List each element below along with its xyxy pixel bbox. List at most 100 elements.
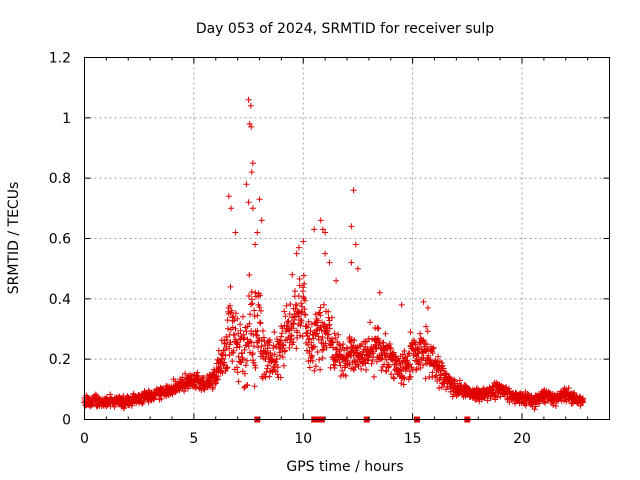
data-point [251,313,258,320]
data-point [89,401,96,408]
data-point [323,344,330,351]
data-point [317,312,324,319]
data-point [297,322,304,329]
data-point [340,341,347,348]
data-point [422,375,429,382]
data-point [424,304,431,311]
data-point [531,406,538,413]
data-point [255,344,262,351]
data-point [303,323,310,330]
data-point [293,250,300,257]
data-point [326,259,333,266]
data-point [305,318,312,325]
data-point [248,123,255,130]
data-point [252,241,259,248]
data-point [256,196,263,203]
data-point [272,368,279,375]
data-point [230,313,237,320]
data-point [329,339,336,346]
data-point [295,244,302,251]
data-point [270,342,277,349]
data-point [325,308,332,315]
data-point [266,342,272,348]
data-point [326,331,332,338]
data-point [240,356,246,363]
data-point [257,320,264,327]
data-point [342,372,349,379]
data-point [226,345,233,352]
data-point [326,321,333,328]
data-point [213,380,219,387]
data-point [224,337,231,343]
data-point [222,352,229,359]
data-point [294,329,301,336]
data-point [362,360,369,367]
data-point [252,289,259,296]
data-point [305,341,312,348]
data-point [390,374,397,381]
data-point [290,320,297,327]
data-point [294,334,300,341]
data-point [256,304,263,311]
data-point [236,343,243,350]
data-point [297,317,304,323]
data-point [107,391,114,398]
data-point [366,351,373,358]
data-point [258,307,264,314]
data-point [401,348,408,354]
y-tick-label: 0 [62,413,71,429]
data-point [214,375,220,382]
grid-lines [84,57,610,420]
data-point [280,342,287,349]
data-point [182,370,189,377]
data-point [248,301,254,308]
data-point [348,259,355,266]
data-point [240,313,246,320]
data-point [417,365,424,371]
data-point [242,362,249,369]
data-point [319,334,326,341]
x-tick-label: 5 [189,431,198,447]
data-point [368,360,375,367]
data-point [264,345,271,352]
data-point [306,348,313,355]
data-point [312,343,318,350]
data-point [227,302,233,309]
data-point [365,353,372,360]
data-point [249,205,256,212]
data-point [311,367,318,374]
data-point [234,315,241,322]
data-point [266,373,273,380]
data-point [355,363,362,369]
data-point [329,336,335,342]
data-point [250,343,257,350]
data-point [429,350,436,357]
data-point [522,402,529,409]
data-point [565,385,572,391]
data-point [264,365,271,372]
data-point [320,346,327,353]
data-point [406,368,413,375]
data-point [282,313,289,320]
data-point [249,350,256,357]
y-tick-label: 0.2 [49,352,71,368]
data-point [425,352,432,359]
data-point [228,205,235,212]
data-point [278,333,285,340]
data-point [432,373,439,380]
data-point [435,353,442,360]
data-point [228,307,235,314]
data-point [494,394,501,401]
data-point [298,300,305,307]
data-point [365,335,372,342]
data-point [298,309,305,316]
data-point [225,193,232,200]
data-point [446,373,452,380]
data-point [298,319,305,326]
data-point [254,327,261,334]
data-point [295,293,302,299]
data-point [363,367,370,373]
data-point [580,399,587,406]
x-axis-label: GPS time / hours [286,459,403,475]
data-point [247,311,254,318]
